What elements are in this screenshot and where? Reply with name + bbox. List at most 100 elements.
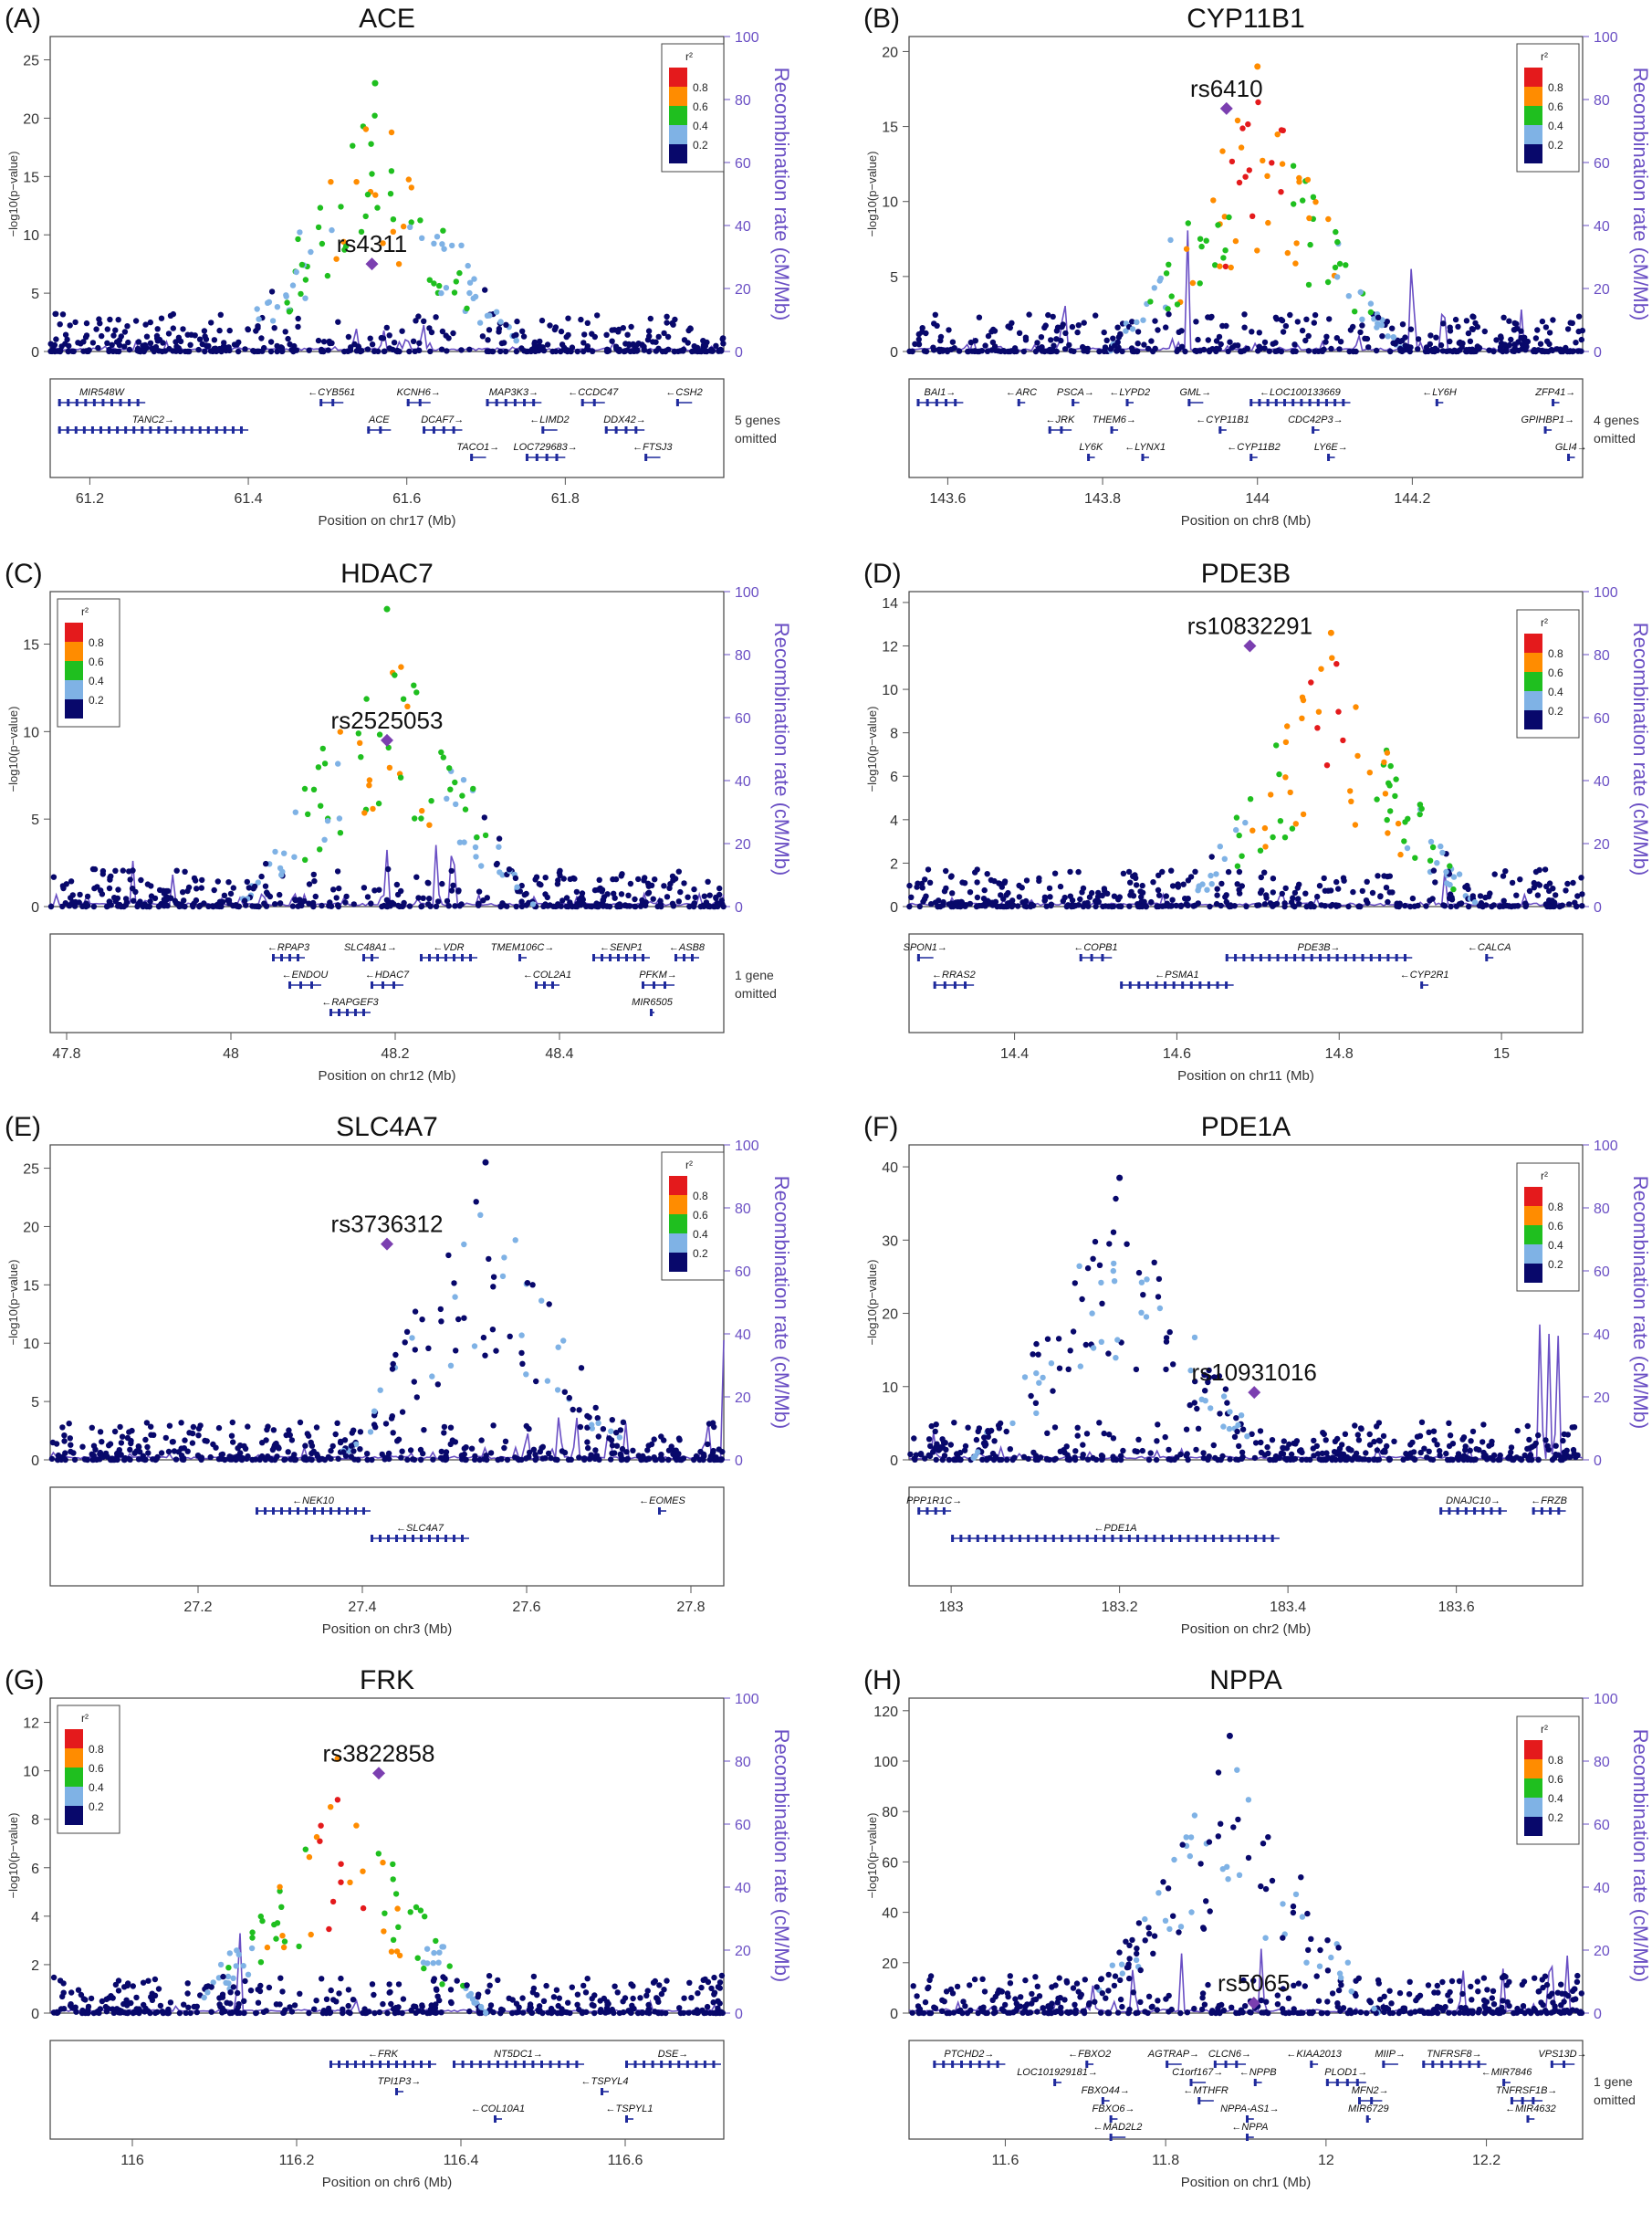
snp-point bbox=[1374, 1423, 1380, 1430]
y2-tick-label: 20 bbox=[735, 1390, 751, 1406]
snp-point bbox=[260, 2009, 267, 2015]
gene-exon bbox=[1473, 1507, 1477, 1515]
snp-point bbox=[52, 310, 58, 318]
snp-point bbox=[1335, 708, 1342, 715]
snp-point bbox=[925, 1436, 933, 1442]
snp-point bbox=[312, 893, 319, 900]
snp-point bbox=[371, 1991, 377, 1998]
snp-point bbox=[1000, 896, 1007, 902]
snp-point bbox=[1129, 326, 1136, 332]
snp-point bbox=[184, 1990, 191, 1997]
x-tick-label: 116.4 bbox=[444, 2153, 479, 2168]
gene-exon bbox=[331, 399, 335, 406]
gene-exon bbox=[132, 426, 136, 434]
snp-point bbox=[1490, 2001, 1498, 2008]
snp-point bbox=[441, 1430, 447, 1436]
snp-point bbox=[308, 1931, 314, 1938]
snp-point bbox=[618, 891, 625, 897]
snp-point bbox=[278, 1904, 285, 1910]
gene-exon bbox=[683, 954, 685, 961]
snp-point bbox=[451, 1280, 457, 1286]
gene-exon bbox=[288, 1507, 291, 1515]
snp-point bbox=[1016, 894, 1023, 900]
snp-point bbox=[982, 2009, 989, 2017]
snp-point bbox=[972, 869, 978, 876]
snp-point bbox=[1385, 898, 1391, 906]
snp-point bbox=[1386, 873, 1394, 879]
snp-point bbox=[221, 345, 227, 351]
snp-point bbox=[1538, 1999, 1544, 2006]
snp-point bbox=[658, 1990, 665, 1998]
snp-point bbox=[1323, 762, 1331, 769]
snp-point bbox=[1134, 341, 1141, 347]
snp-point bbox=[187, 341, 193, 348]
snp-point bbox=[1126, 903, 1133, 909]
snp-point bbox=[345, 1987, 352, 1993]
panel-title: PDE3B bbox=[1201, 559, 1291, 589]
snp-point bbox=[486, 327, 493, 333]
snp-point bbox=[118, 333, 124, 340]
snp-point bbox=[94, 884, 100, 890]
snp-point bbox=[600, 1426, 607, 1432]
snp-point bbox=[1291, 889, 1299, 897]
snp-point bbox=[1180, 881, 1187, 887]
snp-point bbox=[411, 682, 417, 688]
snp-point bbox=[143, 903, 150, 910]
snp-point bbox=[471, 1343, 478, 1349]
snp-point bbox=[1239, 853, 1245, 859]
snp-point bbox=[1546, 887, 1553, 895]
snp-point bbox=[653, 348, 660, 354]
snp-point bbox=[1381, 2009, 1387, 2016]
snp-point bbox=[173, 348, 180, 354]
gene-exon bbox=[1254, 1535, 1258, 1542]
snp-point bbox=[513, 348, 520, 355]
snp-point bbox=[1514, 1427, 1521, 1434]
y2-tick-label: 40 bbox=[735, 219, 751, 235]
snp-point bbox=[1502, 902, 1509, 909]
snp-point bbox=[676, 1456, 683, 1463]
gene-exon bbox=[1435, 399, 1438, 406]
snp-point bbox=[1233, 2009, 1239, 2017]
snp-point bbox=[1469, 313, 1476, 320]
snp-point bbox=[1246, 167, 1253, 173]
snp-point bbox=[1143, 903, 1150, 910]
snp-point bbox=[1354, 1432, 1362, 1438]
r2-legend-title: r² bbox=[685, 1159, 693, 1171]
snp-point bbox=[1366, 1442, 1374, 1448]
snp-point bbox=[1067, 893, 1074, 899]
snp-point bbox=[392, 1351, 399, 1359]
snp-points bbox=[906, 63, 1586, 355]
snp-point bbox=[1053, 336, 1060, 342]
snp-point bbox=[1030, 1997, 1037, 2003]
snp-point bbox=[1135, 1436, 1142, 1443]
gene-exon bbox=[653, 981, 655, 989]
snp-point bbox=[1409, 895, 1417, 902]
snp-point bbox=[1093, 312, 1099, 319]
gene-label: CDC42P3→ bbox=[1288, 414, 1344, 425]
snp-point bbox=[1333, 661, 1340, 667]
snp-point bbox=[554, 1456, 560, 1463]
snp-point bbox=[104, 340, 110, 346]
snp-point bbox=[79, 1443, 86, 1450]
y-axis-label: −log10(p−value) bbox=[865, 152, 879, 237]
gene-exon bbox=[82, 426, 86, 434]
r2-legend-swatch bbox=[1524, 634, 1542, 653]
y2-tick-label: 0 bbox=[1594, 900, 1602, 916]
snp-point bbox=[1292, 821, 1300, 827]
snp-point bbox=[125, 339, 131, 346]
index-snp-label: rs3822858 bbox=[323, 1739, 435, 1767]
snp-point bbox=[637, 1995, 643, 2001]
snp-point bbox=[355, 730, 361, 737]
snp-point bbox=[145, 1450, 152, 1456]
snp-point bbox=[374, 205, 381, 211]
gene-exon bbox=[486, 399, 489, 406]
snp-point bbox=[142, 1436, 149, 1443]
snp-point bbox=[328, 1455, 334, 1463]
snp-point bbox=[235, 1445, 241, 1452]
gene-exon bbox=[1543, 426, 1547, 434]
gene-exon bbox=[1203, 1535, 1207, 1542]
snp-point bbox=[1262, 844, 1269, 850]
snp-point bbox=[405, 176, 412, 183]
snp-point bbox=[395, 261, 403, 268]
y-tick-label: 12 bbox=[882, 639, 898, 655]
